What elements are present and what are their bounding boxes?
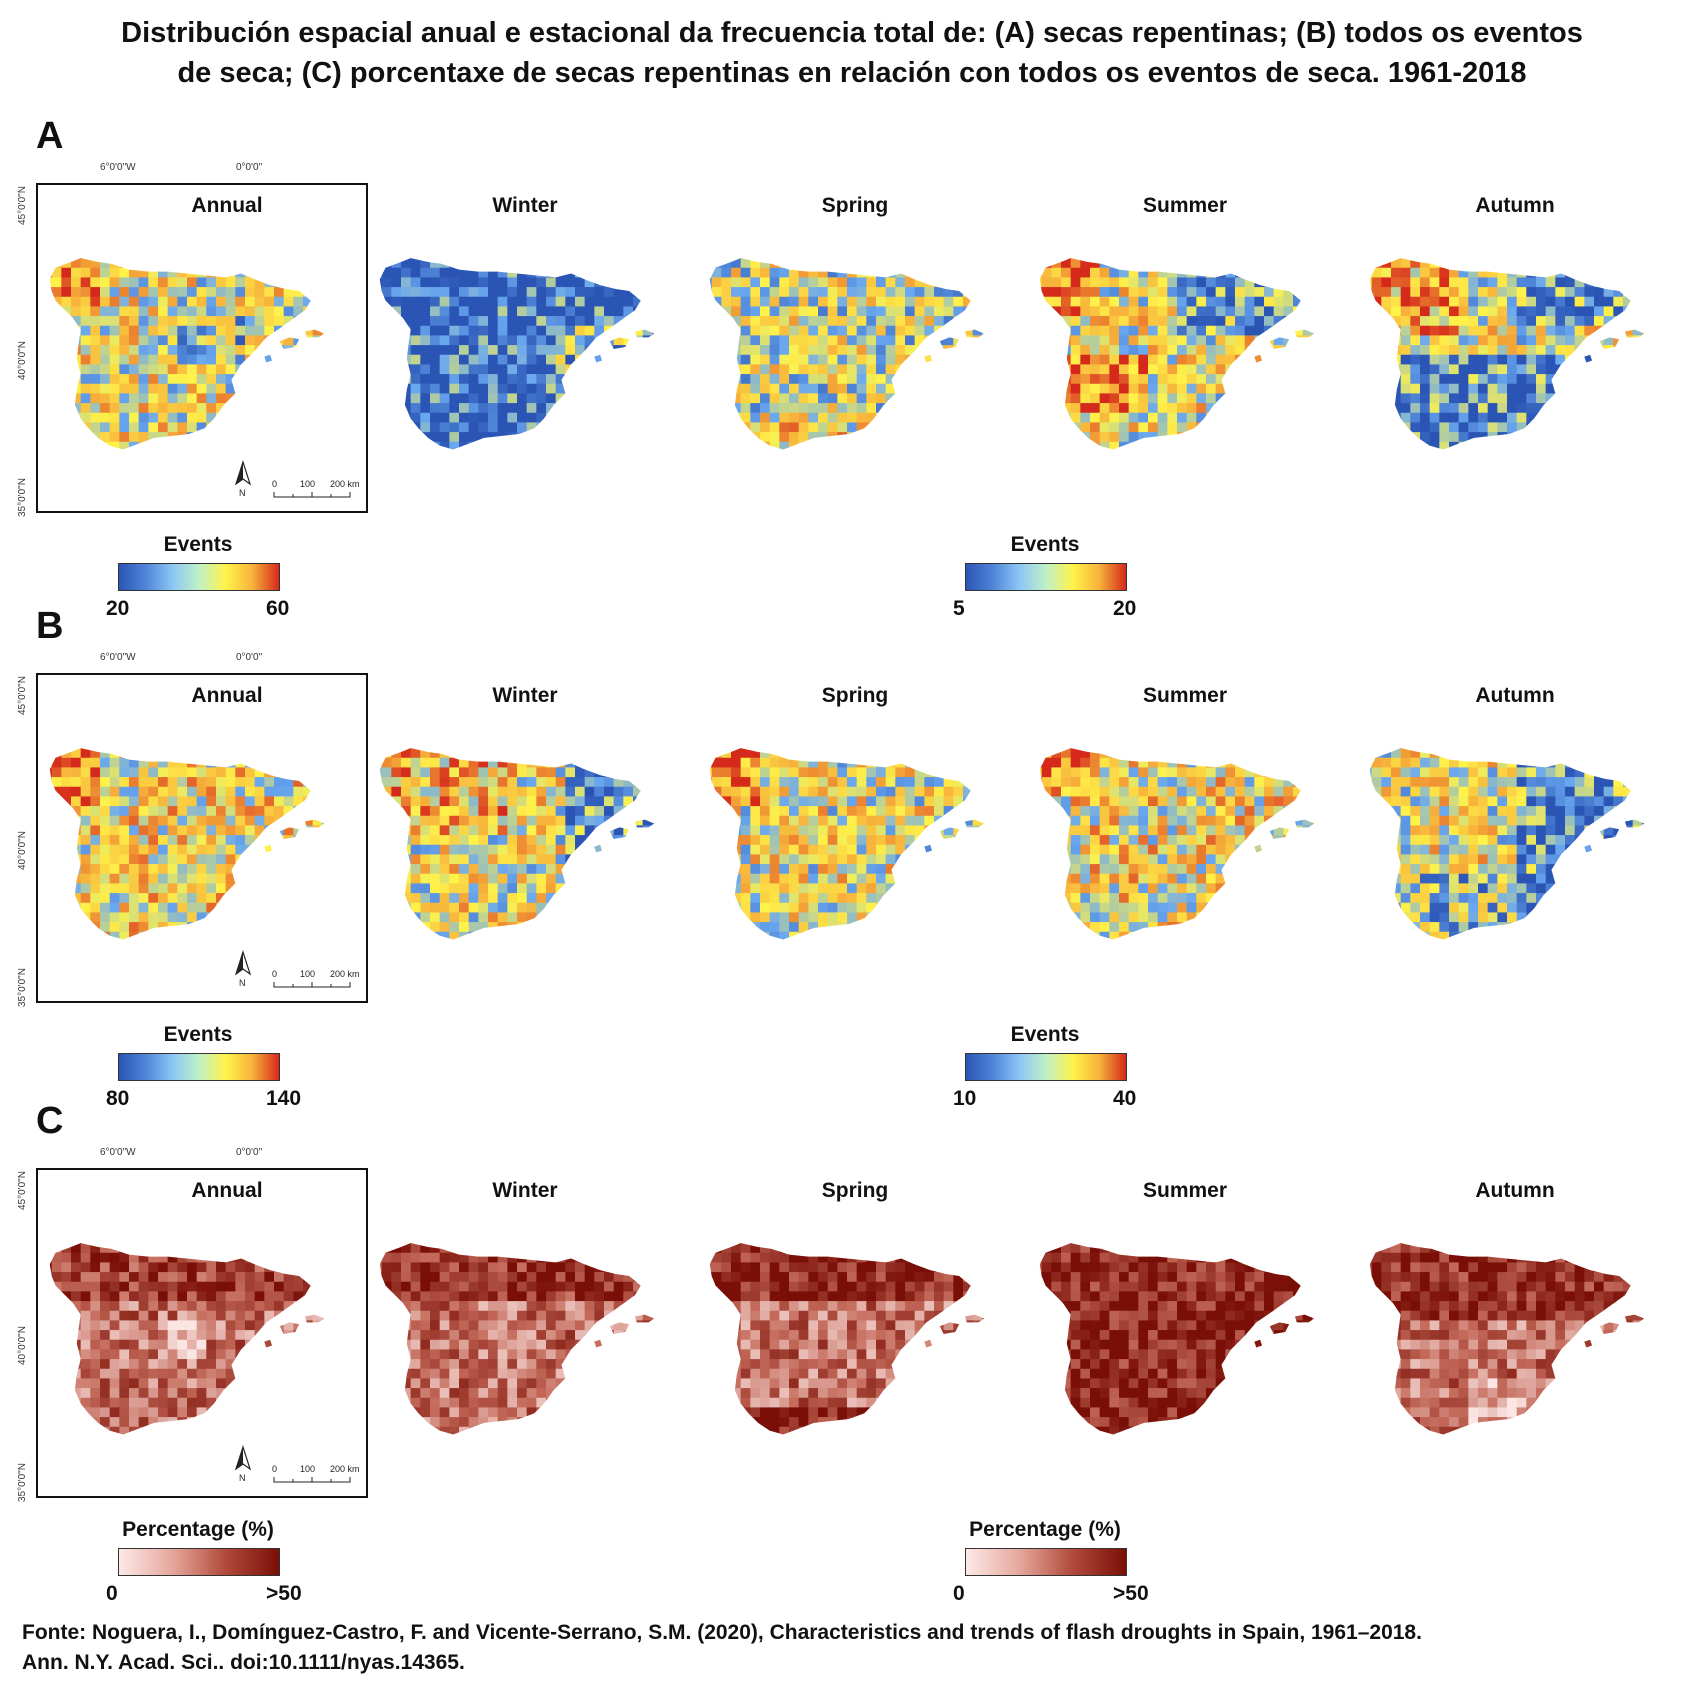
north-arrow-icon xyxy=(234,460,252,486)
legend-title-annual-A: Events xyxy=(163,533,233,556)
legend-colorbar-seasonal-A xyxy=(965,563,1127,591)
lat-tick-40n: 40°0'0"N xyxy=(17,831,28,870)
legend-max-seasonal-B: 40 xyxy=(1113,1087,1137,1110)
panel-letter-C: C xyxy=(36,1100,64,1142)
lon-tick-6w: 6°0'0"W xyxy=(100,1147,136,1158)
legend-max-annual-A: 60 xyxy=(266,597,290,620)
legend-colorbar-seasonal-C xyxy=(965,1548,1127,1576)
map-A-spring xyxy=(709,258,985,450)
map-C-winter xyxy=(379,1243,655,1435)
season-title-autumn-B: Autumn xyxy=(1475,684,1555,707)
season-title-annual-B: Annual xyxy=(191,684,263,707)
map-A-winter xyxy=(379,258,655,450)
map-A-annual xyxy=(49,258,325,450)
map-C-summer xyxy=(1039,1243,1315,1435)
lon-tick-6w: 6°0'0"W xyxy=(100,652,136,663)
scale-label-200: 200 km xyxy=(330,479,360,489)
season-title-summer-B: Summer xyxy=(1142,684,1228,707)
legend-colorbar-seasonal-B xyxy=(965,1053,1127,1081)
season-title-winter-B: Winter xyxy=(492,684,558,707)
lat-tick-45n: 45°0'0"N xyxy=(17,186,28,225)
lon-tick-0: 0°0'0" xyxy=(236,652,263,663)
map-B-autumn xyxy=(1369,748,1645,940)
scale-label-100: 100 xyxy=(300,969,316,979)
scale-label-200: 200 km xyxy=(330,969,360,979)
map-B-spring xyxy=(709,748,985,940)
legend-min-annual-A: 20 xyxy=(106,597,130,620)
map-C-spring xyxy=(709,1243,985,1435)
north-label: N xyxy=(239,1473,246,1483)
figure-title-line-2: de seca; (C) porcentaxe de secas repenti… xyxy=(177,57,1527,89)
legend-min-annual-B: 80 xyxy=(106,1087,130,1110)
legend-min-seasonal-C: 0 xyxy=(953,1582,965,1605)
legend-max-seasonal-A: 20 xyxy=(1113,597,1137,620)
legend-max-annual-B: 140 xyxy=(266,1087,302,1110)
season-title-annual-C: Annual xyxy=(191,1179,263,1202)
legend-title-annual-B: Events xyxy=(163,1023,233,1046)
source-line-2: Ann. N.Y. Acad. Sci.. doi:10.1111/nyas.1… xyxy=(22,1651,465,1674)
scale-label-0: 0 xyxy=(272,1464,278,1474)
legend-max-seasonal-C: >50 xyxy=(1113,1582,1149,1605)
panel-letter-A: A xyxy=(36,115,64,157)
season-title-annual-A: Annual xyxy=(191,194,263,217)
legend-colorbar-annual-C xyxy=(118,1548,280,1576)
map-A-autumn xyxy=(1369,258,1645,450)
legend-title-seasonal-B: Events xyxy=(1010,1023,1080,1046)
lat-tick-45n: 45°0'0"N xyxy=(17,1171,28,1210)
season-title-autumn-C: Autumn xyxy=(1475,1179,1555,1202)
season-title-winter-C: Winter xyxy=(492,1179,558,1202)
legend-title-seasonal-A: Events xyxy=(1010,533,1080,556)
lon-tick-6w: 6°0'0"W xyxy=(100,162,136,173)
lon-tick-0: 0°0'0" xyxy=(236,162,263,173)
scale-label-200: 200 km xyxy=(330,1464,360,1474)
legend-colorbar-annual-B xyxy=(118,1053,280,1081)
map-C-autumn xyxy=(1369,1243,1645,1435)
season-title-winter-A: Winter xyxy=(492,194,558,217)
map-B-winter xyxy=(379,748,655,940)
scale-bar xyxy=(273,492,351,498)
season-title-summer-A: Summer xyxy=(1142,194,1228,217)
scale-bar xyxy=(273,982,351,988)
lat-tick-40n: 40°0'0"N xyxy=(17,1326,28,1365)
scale-bar xyxy=(273,1477,351,1483)
legend-min-seasonal-B: 10 xyxy=(953,1087,977,1110)
lat-tick-45n: 45°0'0"N xyxy=(17,676,28,715)
lat-tick-40n: 40°0'0"N xyxy=(17,341,28,380)
legend-max-annual-C: >50 xyxy=(266,1582,302,1605)
lat-tick-35n: 35°0'0"N xyxy=(17,968,28,1007)
map-B-annual xyxy=(49,748,325,940)
legend-title-annual-C: Percentage (%) xyxy=(122,1518,274,1541)
lon-tick-0: 0°0'0" xyxy=(236,1147,263,1158)
season-title-spring-A: Spring xyxy=(821,194,889,217)
map-A-summer xyxy=(1039,258,1315,450)
source-line-1: Fonte: Noguera, I., Domínguez-Castro, F.… xyxy=(22,1621,1422,1644)
legend-title-seasonal-C: Percentage (%) xyxy=(969,1518,1121,1541)
scale-label-100: 100 xyxy=(300,1464,316,1474)
legend-min-annual-C: 0 xyxy=(106,1582,118,1605)
scale-label-100: 100 xyxy=(300,479,316,489)
map-C-annual xyxy=(49,1243,325,1435)
north-arrow-icon xyxy=(234,1445,252,1471)
north-arrow-icon xyxy=(234,950,252,976)
map-B-summer xyxy=(1039,748,1315,940)
season-title-spring-B: Spring xyxy=(821,684,889,707)
lat-tick-35n: 35°0'0"N xyxy=(17,1463,28,1502)
figure-title-line-1: Distribución espacial anual e estacional… xyxy=(121,17,1583,49)
panel-letter-B: B xyxy=(36,605,64,647)
legend-colorbar-annual-A xyxy=(118,563,280,591)
legend-min-seasonal-A: 5 xyxy=(953,597,965,620)
season-title-spring-C: Spring xyxy=(821,1179,889,1202)
north-label: N xyxy=(239,488,246,498)
lat-tick-35n: 35°0'0"N xyxy=(17,478,28,517)
season-title-autumn-A: Autumn xyxy=(1475,194,1555,217)
season-title-summer-C: Summer xyxy=(1142,1179,1228,1202)
north-label: N xyxy=(239,978,246,988)
scale-label-0: 0 xyxy=(272,969,278,979)
scale-label-0: 0 xyxy=(272,479,278,489)
